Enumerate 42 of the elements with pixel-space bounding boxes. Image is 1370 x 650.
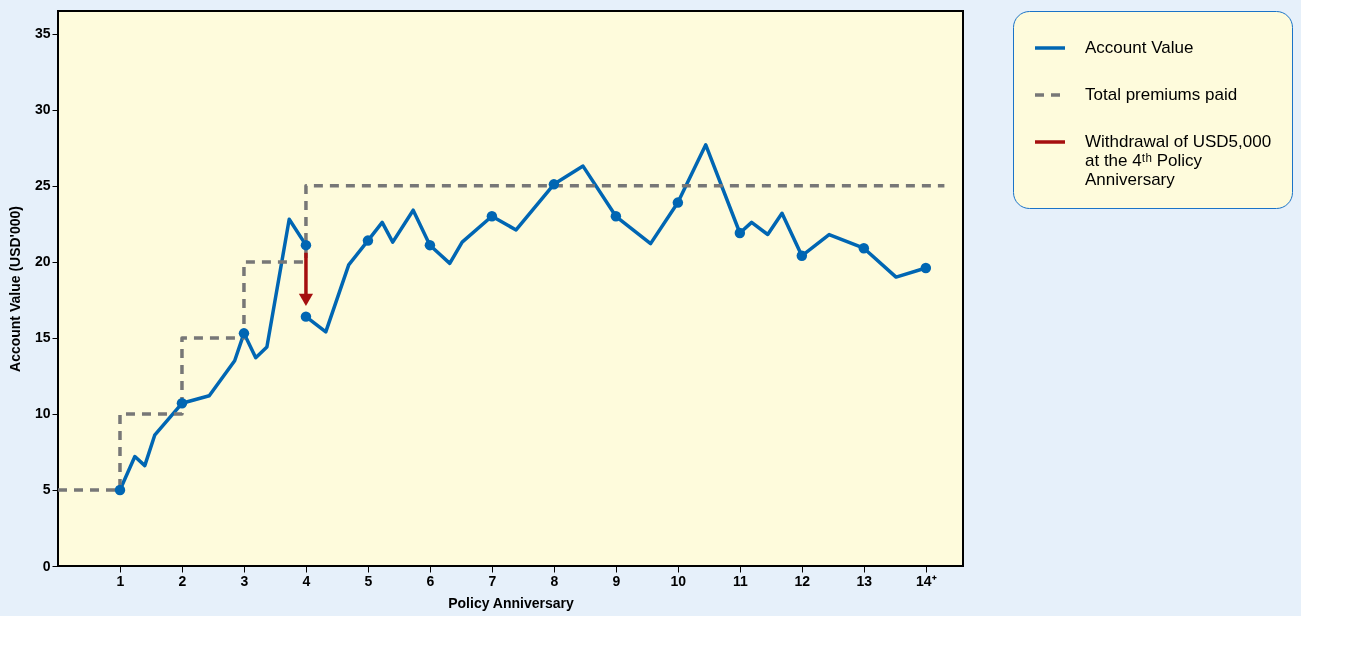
point	[424, 239, 436, 251]
x-tick-label: 11	[732, 572, 748, 589]
point	[238, 328, 250, 339]
x-axis-title: Policy Anniversary	[448, 594, 574, 611]
y-tick-label: 0	[42, 557, 51, 574]
x-tick-label: 6	[426, 572, 435, 589]
legend-label: Withdrawal of USD5,000 at the 4ᵗʰ Policy Anniversary	[1085, 132, 1272, 189]
point	[920, 262, 932, 274]
point	[548, 179, 560, 190]
y-tick-label: 5	[42, 481, 51, 498]
point	[114, 484, 126, 496]
y-tick-label: 15	[34, 329, 51, 346]
x-tick-label: 8	[550, 572, 559, 589]
point	[176, 398, 188, 409]
x-tick-label: 1	[116, 572, 125, 589]
point	[362, 235, 374, 246]
point	[858, 242, 870, 254]
y-tick-label: 35	[34, 25, 51, 42]
y-tick-label: 30	[34, 101, 51, 118]
x-tick-label: 9	[612, 572, 621, 589]
x-tick-label: 7	[488, 572, 497, 589]
x-tick-label: 13	[856, 572, 873, 589]
x-tick-label: 14⁺	[916, 572, 937, 589]
y-tick-label: 10	[34, 405, 51, 422]
x-tick-label: 3	[240, 572, 249, 589]
legend-label: Total premiums paid	[1085, 85, 1238, 104]
x-tick-label: 4	[302, 572, 311, 589]
point	[734, 227, 746, 239]
y-tick-label: 25	[34, 177, 51, 194]
point	[672, 197, 684, 208]
y-axis-title: Account Value (USD'000)	[6, 206, 23, 372]
point	[610, 211, 622, 222]
x-tick-label: 12	[794, 572, 811, 589]
point	[300, 311, 312, 322]
point	[796, 250, 808, 262]
y-tick-label: 20	[34, 253, 51, 270]
x-tick-label: 2	[178, 572, 187, 589]
x-tick-label: 5	[364, 572, 373, 589]
point	[486, 211, 498, 222]
legend-label: Account Value	[1085, 38, 1194, 57]
x-tick-label: 10	[670, 572, 687, 589]
point	[300, 239, 312, 251]
